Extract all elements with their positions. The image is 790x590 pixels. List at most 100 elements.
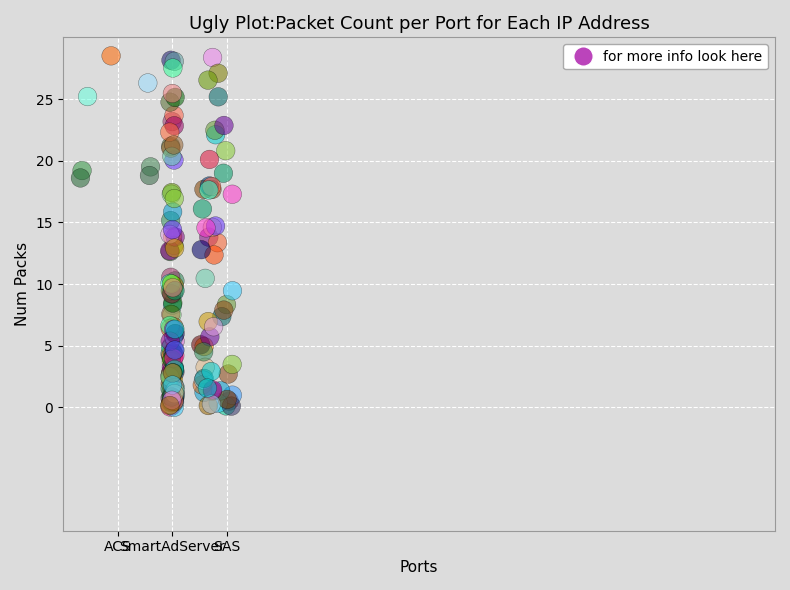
Point [167,396,180,406]
Point [167,389,180,399]
Point [164,400,176,409]
Point [165,362,178,372]
Point [198,388,210,397]
Point [165,352,178,362]
Point [168,363,181,372]
Point [74,173,87,183]
Point [165,392,178,402]
Point [195,245,208,254]
Point [164,349,176,359]
Point [166,300,179,310]
Point [198,347,210,356]
Point [167,365,180,374]
Legend: for more info look here: for more info look here [563,44,768,70]
Point [196,204,209,214]
Point [164,398,177,407]
Point [167,299,179,308]
Point [168,364,181,373]
Point [214,386,227,395]
Point [164,379,176,388]
Point [202,317,215,326]
Point [208,250,220,260]
Point [166,282,179,291]
Point [198,373,210,383]
Point [164,310,177,319]
Point [167,348,179,358]
Point [167,140,180,150]
Point [167,394,179,404]
Point [165,368,178,378]
Point [168,389,181,398]
Point [207,322,220,332]
Point [168,368,181,377]
Point [166,289,179,299]
Point [220,401,232,411]
Point [168,351,181,360]
Point [164,401,176,410]
Point [167,368,179,378]
Point [217,169,230,178]
Point [168,382,181,392]
Point [164,286,177,296]
Point [164,247,176,256]
Point [196,380,209,389]
Point [167,391,179,400]
Point [167,155,180,165]
Point [166,188,179,197]
Point [164,324,176,333]
Point [164,230,176,239]
Point [143,171,156,180]
Point [164,368,177,377]
Point [168,389,181,398]
Point [220,300,233,309]
Point [205,182,218,191]
Point [164,393,177,402]
Point [164,368,177,377]
Point [166,152,179,161]
Point [166,232,179,241]
Point [168,366,181,375]
Point [168,244,181,253]
Point [164,336,176,346]
Point [165,392,178,402]
Point [165,342,178,351]
Point [201,384,214,393]
Point [205,367,217,376]
Point [166,310,179,319]
Point [167,207,179,217]
Point [166,368,179,378]
Point [167,386,179,395]
Point [168,281,181,291]
Point [164,127,176,137]
Point [167,286,180,295]
Point [202,232,215,242]
Point [168,324,181,334]
Point [168,402,181,412]
Point [199,363,212,372]
Point [164,246,176,255]
Point [165,391,178,401]
Point [141,78,154,88]
Point [203,155,216,164]
Point [225,401,238,411]
Point [209,130,222,139]
Point [164,371,176,380]
Point [164,372,176,382]
Point [164,372,177,382]
Point [199,274,212,283]
Point [166,389,179,398]
Point [168,386,181,395]
Point [206,385,219,395]
Point [220,146,232,155]
Point [168,286,181,296]
Point [167,332,180,342]
Point [202,401,215,410]
Y-axis label: Num Packs: Num Packs [15,242,30,326]
Point [217,121,230,130]
Point [226,189,239,199]
Point [164,278,176,288]
Point [223,396,235,406]
Point [167,395,180,404]
Point [165,396,178,405]
Point [206,386,219,396]
